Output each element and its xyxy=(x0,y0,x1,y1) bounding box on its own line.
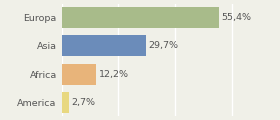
Bar xyxy=(62,92,69,113)
Text: 12,2%: 12,2% xyxy=(99,70,129,79)
Bar xyxy=(62,7,219,28)
Text: 29,7%: 29,7% xyxy=(148,41,178,50)
Bar xyxy=(62,35,146,57)
Text: 2,7%: 2,7% xyxy=(71,98,95,107)
Bar xyxy=(62,63,96,85)
Text: 55,4%: 55,4% xyxy=(221,13,251,22)
